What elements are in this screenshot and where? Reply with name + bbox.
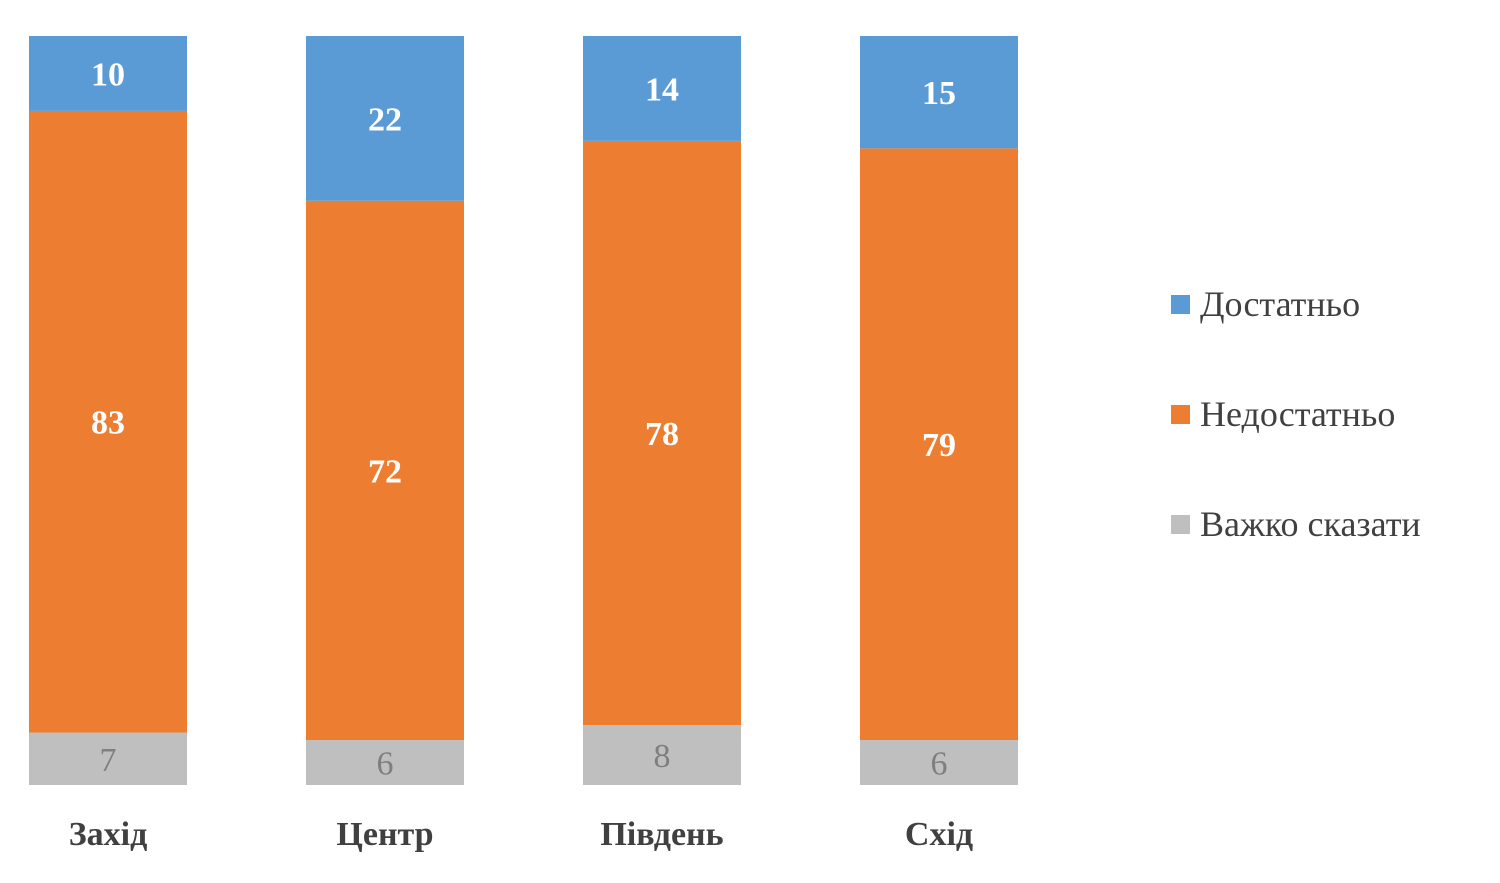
bar-tsentr-dostatno — [306, 36, 464, 201]
bars-group: 7 83 10 6 72 22 8 78 14 6 79 15 — [29, 36, 1018, 785]
bar-skhid-vazhko-skazaty — [860, 740, 1018, 785]
bar-skhid-dostatno — [860, 36, 1018, 149]
data-label-skhid-nedostatno: 79 — [922, 427, 956, 464]
legend-swatch-nedostatno — [1171, 405, 1190, 424]
legend-label-dostatno: Достатньо — [1200, 284, 1360, 324]
category-labels-group: Захід Центр Південь Схід — [69, 816, 973, 853]
data-label-zakhid-vazhko-skazaty: 7 — [100, 742, 117, 779]
bar-zakhid-dostatno — [29, 36, 187, 111]
bar-tsentr-vazhko-skazaty — [306, 740, 464, 785]
bar-tsentr-nedostatno — [306, 200, 464, 741]
bar-pivden-dostatno — [583, 36, 741, 141]
data-label-pivden-vazhko-skazaty: 8 — [654, 738, 671, 775]
data-label-tsentr-dostatno: 22 — [368, 101, 402, 138]
data-label-pivden-dostatno: 14 — [645, 71, 679, 108]
data-label-tsentr-vazhko-skazaty: 6 — [377, 746, 394, 783]
data-label-zakhid-nedostatno: 83 — [91, 405, 125, 442]
data-label-zakhid-dostatno: 10 — [91, 56, 125, 93]
category-label-zakhid: Захід — [69, 816, 148, 853]
legend-label-nedostatno: Недостатньо — [1200, 394, 1395, 434]
bar-zakhid-nedostatno — [29, 110, 187, 733]
legend-label-vazhko-skazaty: Важко сказати — [1200, 504, 1421, 544]
category-label-skhid: Схід — [905, 816, 973, 853]
data-label-pivden-nedostatno: 78 — [645, 416, 679, 453]
bar-skhid-nedostatno — [860, 148, 1018, 741]
category-label-tsentr: Центр — [336, 816, 433, 853]
data-label-skhid-dostatno: 15 — [922, 75, 956, 112]
legend-swatch-dostatno — [1171, 295, 1190, 314]
bar-pivden-nedostatno — [583, 140, 741, 726]
data-label-tsentr-nedostatno: 72 — [368, 453, 402, 490]
category-label-pivden: Південь — [600, 816, 723, 853]
legend-swatch-vazhko-skazaty — [1171, 515, 1190, 534]
legend: Достатньо Недостатньо Важко сказати — [1171, 284, 1421, 544]
data-label-skhid-vazhko-skazaty: 6 — [931, 746, 948, 783]
bar-pivden-vazhko-skazaty — [583, 725, 741, 785]
bar-zakhid-vazhko-skazaty — [29, 732, 187, 785]
